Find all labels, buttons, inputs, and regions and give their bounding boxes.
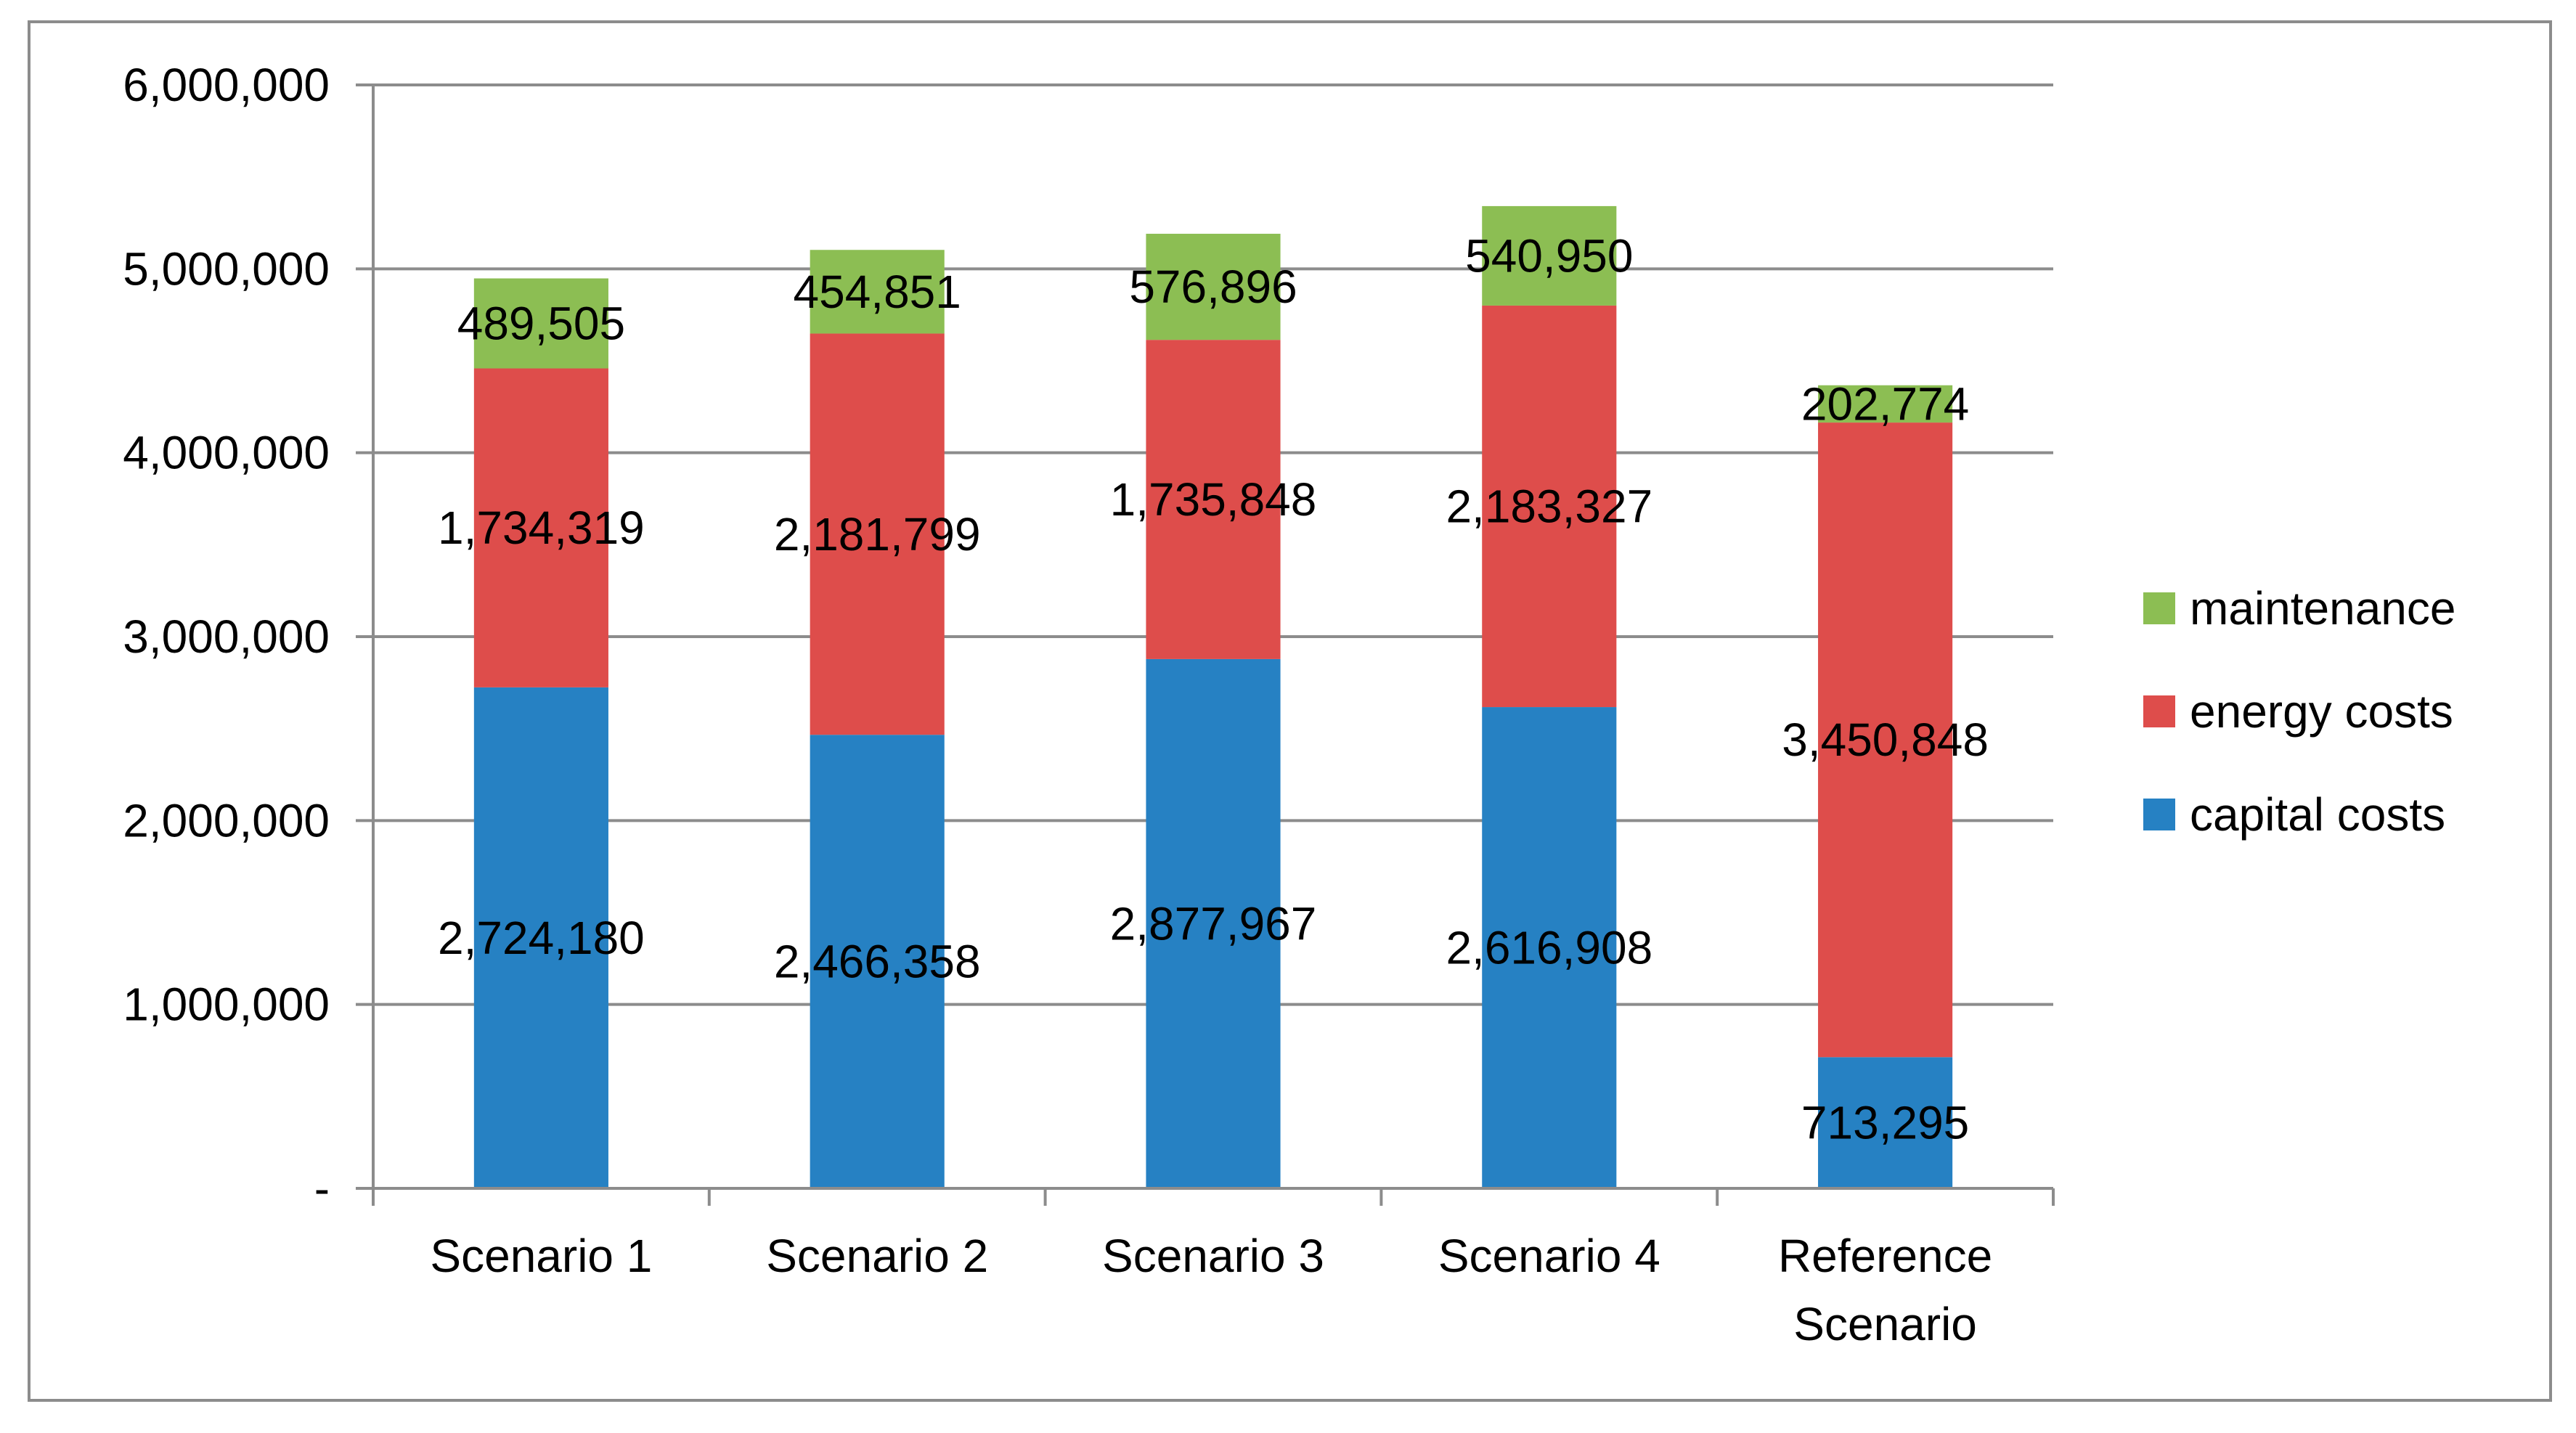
legend-swatch xyxy=(2143,695,2175,727)
bar-segment-energy-costs xyxy=(1818,422,1953,1058)
bar-segment-maintenance xyxy=(1818,385,1953,423)
chart-frame xyxy=(28,20,2552,1402)
bar-segment-capital-costs xyxy=(810,735,945,1188)
legend-label: capital costs xyxy=(2190,788,2445,841)
bar-segment-capital-costs xyxy=(1482,707,1617,1188)
bar-segment-energy-costs xyxy=(1482,305,1617,708)
data-label: 713,295 xyxy=(1801,1097,1969,1149)
axes: - 1,000,000 2,000,000 3,000,000 4,000,000 5,0… xyxy=(123,59,2055,1350)
data-label: 489,505 xyxy=(457,298,625,350)
data-label: 540,950 xyxy=(1465,229,1633,282)
y-tick-label: 1,000,000 xyxy=(123,979,330,1031)
data-label: 1,734,319 xyxy=(438,502,645,554)
legend-label: energy costs xyxy=(2190,685,2453,738)
x-tick-label: Scenario 2 xyxy=(766,1230,988,1282)
x-tick-label: Scenario 3 xyxy=(1102,1230,1324,1282)
x-tick-label: Scenario xyxy=(1793,1298,1977,1350)
x-tick-label: Reference xyxy=(1778,1230,1992,1282)
bar-segment-maintenance xyxy=(1482,205,1617,306)
data-label: 1,735,848 xyxy=(1110,473,1317,526)
y-tick-label: - xyxy=(314,1162,330,1214)
data-label: 202,774 xyxy=(1801,377,1969,430)
legend-swatch xyxy=(2143,799,2175,830)
data-label: 2,183,327 xyxy=(1446,480,1652,532)
data-labels: 2,724,180 1,734,319 489,505 2,466,358 2,181,… xyxy=(438,229,1989,1148)
data-label: 2,466,358 xyxy=(774,936,981,988)
data-label: 576,896 xyxy=(1129,261,1297,313)
data-label: 2,616,908 xyxy=(1446,922,1652,974)
bar-segment-energy-costs xyxy=(1146,340,1281,659)
legend: maintenance energy costs capital costs xyxy=(2143,582,2455,841)
y-tick-label: 2,000,000 xyxy=(123,794,330,846)
x-tick-label: Scenario 1 xyxy=(430,1230,652,1282)
data-label: 2,181,799 xyxy=(774,508,981,560)
legend-swatch xyxy=(2143,592,2175,624)
bars xyxy=(473,205,1953,1188)
bar-segment-capital-costs xyxy=(1146,658,1281,1188)
bar-segment-energy-costs xyxy=(810,333,945,735)
bar-segment-maintenance xyxy=(1146,234,1281,340)
y-tick-label: 3,000,000 xyxy=(123,611,330,663)
data-label: 2,724,180 xyxy=(438,912,645,964)
y-tick-label: 6,000,000 xyxy=(123,59,330,111)
bar-segment-maintenance xyxy=(810,250,945,334)
data-label: 2,877,967 xyxy=(1110,897,1317,950)
legend-label: maintenance xyxy=(2190,582,2455,634)
data-label: 454,851 xyxy=(794,266,961,318)
data-label: 3,450,848 xyxy=(1782,714,1989,766)
bar-segment-maintenance xyxy=(473,278,608,369)
y-tick-label: 4,000,000 xyxy=(123,427,330,479)
bar-segment-capital-costs xyxy=(473,687,608,1188)
bar-segment-capital-costs xyxy=(1818,1057,1953,1188)
bar-segment-energy-costs xyxy=(473,368,608,687)
y-tick-label: 5,000,000 xyxy=(123,242,330,295)
x-tick-label: Scenario 4 xyxy=(1438,1230,1660,1282)
